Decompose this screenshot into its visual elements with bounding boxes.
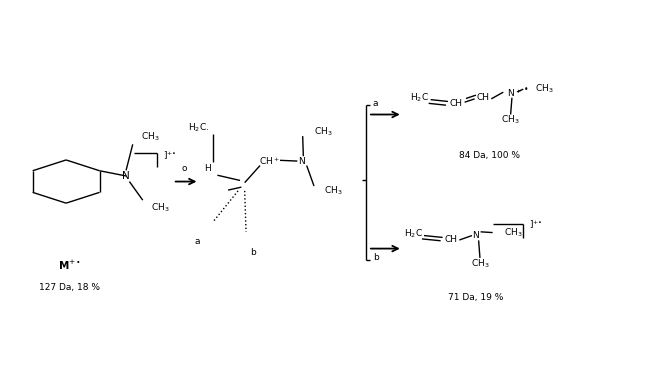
Text: •: • — [523, 85, 528, 94]
Text: CH$_3$: CH$_3$ — [470, 257, 489, 270]
Text: H: H — [204, 164, 211, 173]
Text: $]^{+•}$: $]^{+•}$ — [530, 219, 543, 231]
Text: a: a — [195, 237, 200, 246]
Text: 127 Da, 18 %: 127 Da, 18 % — [39, 283, 100, 292]
Text: M$^{+\bullet}$: M$^{+\bullet}$ — [58, 259, 81, 272]
Text: CH$_3$: CH$_3$ — [504, 226, 523, 239]
Text: N$^+$: N$^+$ — [507, 87, 521, 99]
Text: b: b — [373, 253, 378, 262]
Text: CH$^+$: CH$^+$ — [259, 155, 280, 167]
Text: N: N — [122, 171, 130, 181]
Text: o: o — [182, 164, 187, 173]
Text: CH$_3$: CH$_3$ — [314, 125, 333, 138]
Text: a: a — [373, 99, 378, 108]
Text: CH$_3$: CH$_3$ — [151, 201, 169, 214]
Text: CH: CH — [450, 99, 462, 108]
Text: CH$_3$: CH$_3$ — [501, 114, 520, 126]
Text: 71 Da, 19 %: 71 Da, 19 % — [448, 293, 503, 302]
Text: 84 Da, 100 %: 84 Da, 100 % — [459, 151, 519, 160]
Text: b: b — [250, 248, 255, 257]
Text: CH$_3$: CH$_3$ — [324, 184, 343, 197]
Text: H$_2$C: H$_2$C — [404, 228, 423, 240]
Text: CH: CH — [476, 93, 489, 102]
Text: $]^{+•}$: $]^{+•}$ — [163, 150, 177, 163]
Text: N: N — [298, 156, 304, 166]
Text: CH$_3$: CH$_3$ — [140, 131, 159, 143]
Text: N: N — [472, 231, 479, 240]
Text: H$_2$C.: H$_2$C. — [188, 121, 210, 134]
Text: CH: CH — [444, 235, 457, 244]
Text: H$_2$C: H$_2$C — [411, 91, 429, 104]
Text: CH$_3$: CH$_3$ — [535, 83, 553, 95]
